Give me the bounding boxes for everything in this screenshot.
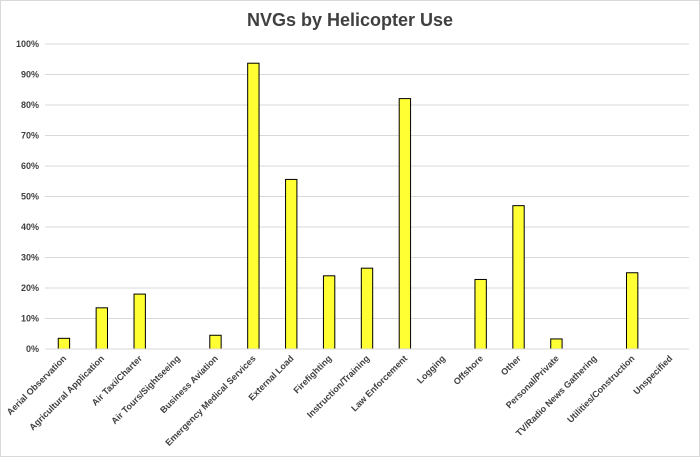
x-category-label: Offshore [451, 353, 485, 387]
bar [550, 338, 563, 350]
y-tick-label: 60% [21, 161, 39, 171]
bar [625, 272, 639, 350]
y-tick-label: 40% [21, 222, 39, 232]
chart-title: NVGs by Helicopter Use [247, 10, 453, 30]
bar [57, 337, 71, 350]
y-tick-label: 0% [26, 344, 39, 354]
y-tick-label: 90% [21, 70, 39, 80]
x-category-label: Logging [415, 353, 447, 385]
x-category-label: Utilities/Construction [565, 353, 636, 424]
x-category-label: Agricultural Application [27, 353, 106, 432]
x-category-label: Unspecified [631, 353, 674, 396]
x-category-label: Instruction/Training [305, 353, 371, 419]
bar [285, 178, 298, 350]
y-tick-label: 70% [21, 131, 39, 141]
bar [398, 98, 412, 350]
y-tick-label: 30% [21, 253, 39, 263]
bar [512, 205, 525, 350]
bar [209, 334, 222, 350]
bar [247, 62, 260, 350]
bars [57, 62, 639, 350]
x-category-label: Other [499, 353, 523, 377]
y-axis-tick-labels: 0% 10% 20% 30% 40% 50% 60% 70% 80% 90% 100% [16, 39, 39, 354]
bar [474, 278, 487, 350]
y-tick-label: 80% [21, 100, 39, 110]
bar [133, 293, 146, 350]
bar [95, 307, 109, 350]
y-tick-label: 100% [16, 39, 39, 49]
bar [322, 275, 336, 350]
y-tick-label: 10% [21, 314, 39, 324]
gridlines [45, 43, 689, 319]
bar [360, 267, 374, 350]
y-tick-label: 50% [21, 192, 39, 202]
y-tick-label: 20% [21, 283, 39, 293]
x-category-label: Air Tours/Sightseeing [109, 353, 182, 426]
